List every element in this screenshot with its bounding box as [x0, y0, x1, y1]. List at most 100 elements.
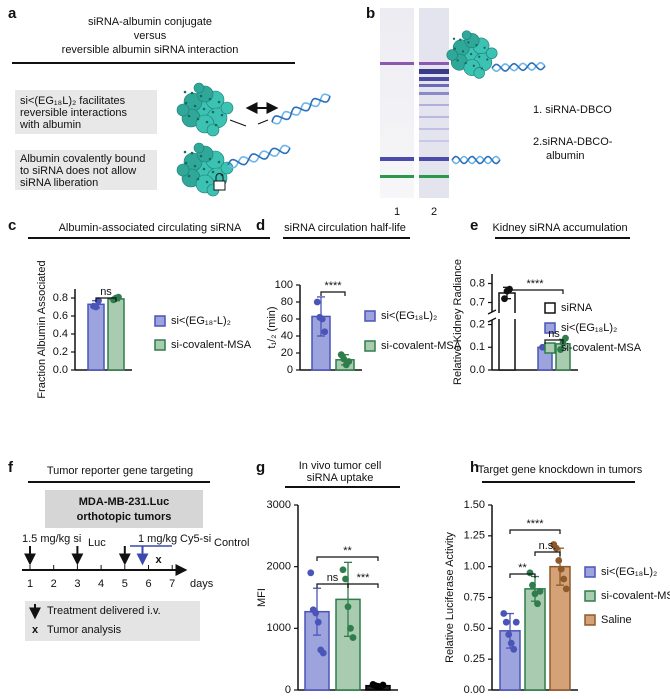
dose-label: 1.5 mg/kg si: [22, 533, 81, 545]
y-tick-label: 0.2: [53, 346, 68, 358]
protein-dot: [217, 160, 221, 164]
linker: [257, 119, 269, 125]
data-point: [349, 634, 357, 641]
chart-title: In vivo tumor cell: [299, 460, 382, 472]
legend-swatch: [544, 342, 556, 354]
protein-dot: [217, 100, 221, 104]
y-tick-label: 0.8: [470, 277, 485, 289]
day-label: 4: [98, 578, 104, 590]
gel-lane: [419, 8, 449, 198]
protein-dot: [187, 114, 191, 118]
dose-subscript: Luc: [88, 537, 106, 549]
protein-dot: [183, 90, 187, 94]
y-tick-label: 0.7: [470, 296, 485, 308]
significance-bracket: [95, 297, 117, 302]
panel-label: h: [470, 459, 479, 476]
day-label: 7: [169, 578, 175, 590]
y-tick-label: 20: [281, 347, 293, 359]
protein-blob: [220, 101, 234, 115]
legend-label: siRNA: [561, 302, 593, 314]
panel-label: c: [8, 217, 16, 234]
legend-label: si<(EG₁₈L)₂: [381, 310, 437, 322]
y-tick-label: 0.2: [470, 318, 485, 330]
protein-dot: [472, 64, 475, 67]
protein-dot: [199, 94, 203, 98]
y-tick-label: 0.0: [470, 364, 485, 376]
y-tick-label: 1.50: [464, 499, 485, 511]
data-point: [500, 610, 508, 617]
y-axis-label: Fraction Albumin Associated: [36, 260, 48, 398]
protein-dot: [183, 150, 187, 154]
lock-body: [213, 180, 226, 191]
y-tick-label: 0.8: [53, 292, 68, 304]
y-tick-label: 80: [281, 296, 293, 308]
linker: [229, 119, 247, 127]
legend-label: si-covalent-MSA: [561, 342, 642, 354]
panel-label: e: [470, 217, 478, 234]
protein-dot: [202, 167, 206, 171]
albumin-icon: [176, 82, 234, 137]
albumin-icon: [446, 30, 498, 79]
protein-dot: [459, 38, 462, 41]
legend-text: Treatment delivered i.v.: [47, 605, 161, 617]
significance-bracket: [316, 556, 379, 561]
chart-title: Target gene knockdown in tumors: [478, 464, 643, 476]
gel-band: [380, 157, 414, 161]
significance-bracket: [509, 573, 536, 578]
legend-label: si-covalent-MSA: [601, 590, 670, 602]
significance-label: ***: [357, 572, 371, 584]
box-text: siRNA liberation: [20, 177, 98, 189]
data-point: [342, 575, 349, 583]
legend-text: 1. siRNA-DBCO: [533, 104, 612, 116]
gel-band: [419, 140, 449, 142]
axis-label: days: [190, 578, 214, 590]
data-point: [536, 587, 544, 595]
protein-dot: [464, 61, 467, 65]
significance-bracket: [534, 551, 561, 556]
y-tick-label: 60: [281, 313, 293, 325]
protein-dot: [187, 174, 191, 178]
data-point: [344, 603, 352, 611]
legend-swatch: [364, 340, 376, 352]
y-tick-label: 0.50: [464, 622, 485, 634]
protein-dot: [196, 177, 200, 181]
panel-label: d: [256, 217, 265, 234]
protein-dot: [483, 46, 486, 49]
protein-blob: [461, 30, 472, 41]
panel-title: siRNA-albumin conjugate: [88, 16, 212, 28]
y-tick-label: 1.00: [464, 561, 485, 573]
legend-swatch: [364, 310, 376, 322]
text-box: [15, 150, 157, 190]
significance-label: n.s.: [539, 540, 557, 552]
box-text: MDA-MB-231.Luc: [79, 496, 169, 508]
box-text: Albumin covalently bound: [20, 153, 145, 165]
legend-label: Saline: [601, 614, 632, 626]
significance-label: **: [518, 562, 527, 574]
data-point: [314, 618, 322, 626]
day-label: 1: [27, 578, 33, 590]
y-tick-label: 40: [281, 330, 293, 342]
protein-dot: [452, 37, 456, 40]
legend-label: si<(EG₁₈-L)₂: [171, 315, 231, 327]
data-point: [507, 639, 515, 647]
data-point: [313, 298, 321, 306]
significance-bracket: [316, 583, 349, 588]
significance-label: ns: [327, 572, 339, 584]
box-text: si<(EG₁₈L)₂ facilitates: [20, 95, 126, 107]
protein-blob: [206, 123, 220, 137]
data-point: [534, 600, 541, 608]
legend-label: si<(EG₁₈L)₂: [601, 566, 657, 578]
y-tick-label: 0.6: [53, 310, 68, 322]
gel-band: [419, 62, 449, 65]
day-label: 5: [122, 578, 128, 590]
significance-bracket: [506, 289, 564, 294]
significance-bracket: [347, 583, 379, 588]
data-point: [512, 618, 520, 626]
legend-swatch: [584, 590, 596, 602]
data-point: [318, 315, 326, 323]
y-axis-label: Relative Luciferase Activity: [444, 532, 456, 663]
data-point: [321, 328, 329, 336]
gel-band: [419, 128, 449, 130]
lane-label: 1: [394, 206, 400, 218]
dose-label: Cy5-si: [180, 533, 211, 545]
